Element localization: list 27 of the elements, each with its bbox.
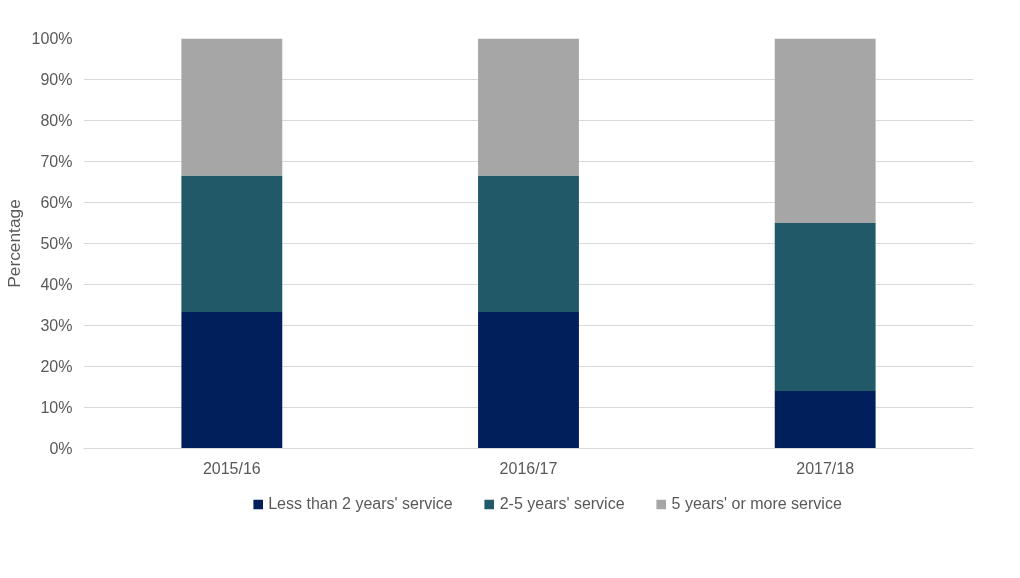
- legend-label: Less than 2 years' service: [268, 495, 453, 513]
- y-tick-label: 90%: [40, 71, 73, 88]
- bar: [478, 311, 579, 449]
- y-tick-label: 10%: [40, 399, 73, 416]
- bar: [774, 391, 876, 449]
- bar: [774, 38, 876, 223]
- y-tick-label: 30%: [40, 317, 73, 334]
- bar: [181, 175, 283, 312]
- bar: [478, 175, 579, 312]
- x-tick-label: 2016/17: [499, 459, 558, 477]
- legend-label: 2-5 years' service: [499, 495, 625, 513]
- y-tick-label: 50%: [40, 235, 73, 252]
- y-tick-label: 40%: [40, 276, 73, 293]
- legend-label: 5 years' or more service: [671, 495, 842, 513]
- y-tick-label: 60%: [40, 194, 73, 211]
- y-tick-label: 0%: [49, 440, 73, 457]
- y-tick-label: 100%: [31, 30, 73, 47]
- bar: [774, 223, 876, 392]
- x-tick-label: 2017/18: [796, 459, 855, 477]
- bar: [181, 311, 283, 449]
- bar: [181, 38, 283, 176]
- y-tick-label: 80%: [40, 112, 73, 129]
- y-tick-label: 70%: [40, 153, 73, 170]
- y-tick-label: 20%: [40, 358, 73, 375]
- bar: [478, 38, 579, 176]
- x-tick-label: 2015/16: [202, 459, 261, 477]
- y-axis-title: Percentage: [3, 199, 24, 288]
